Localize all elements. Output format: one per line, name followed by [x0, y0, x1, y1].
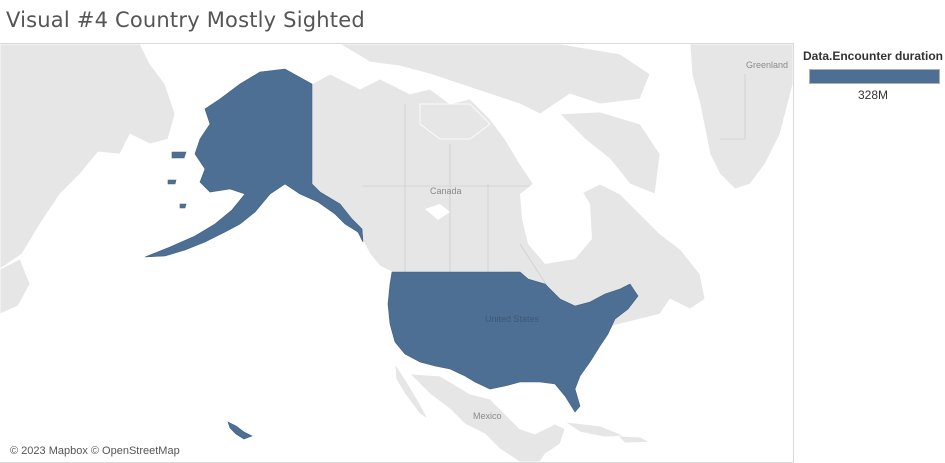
land-mexico [408, 373, 566, 462]
water-bodies [425, 174, 592, 429]
hudson-bay [520, 174, 592, 264]
land-baffin [559, 111, 661, 195]
map-canvas[interactable]: Greenland Canada United States Mexico [0, 44, 793, 462]
color-legend: Data.Encounter duration 328M [803, 49, 943, 102]
legend-title: Data.Encounter duration [803, 49, 944, 63]
map-view[interactable]: Greenland Canada United States Mexico © … [0, 43, 794, 463]
label-greenland: Greenland [746, 60, 788, 70]
land-cuba [564, 421, 626, 438]
gulf-of-mexico [500, 389, 565, 429]
land-victoria-island [419, 103, 491, 140]
great-slave-lake [425, 204, 450, 220]
map-attribution[interactable]: © 2023 Mapbox © OpenStreetMap [8, 445, 182, 457]
label-mexico: Mexico [473, 411, 502, 421]
base-land [0, 44, 793, 462]
highlight-united-states[interactable] [144, 68, 639, 440]
land-baja [394, 362, 430, 421]
land-arctic-islands [339, 44, 651, 115]
region-hawaii [227, 421, 253, 440]
province-boundaries [362, 74, 746, 307]
legend-value: 328M [857, 88, 889, 102]
land-greenland [689, 44, 793, 190]
region-aleutians [167, 151, 187, 209]
region-contiguous-us [387, 271, 639, 413]
region-alaska [144, 68, 364, 258]
legend-swatch [809, 69, 940, 84]
land-kamchatka [0, 258, 31, 315]
label-united-states: United States [485, 314, 540, 324]
chart-title: Visual #4 Country Mostly Sighted [6, 8, 365, 32]
land-hispaniola [616, 435, 651, 444]
label-canada: Canada [430, 186, 462, 196]
land-siberia [0, 44, 176, 270]
